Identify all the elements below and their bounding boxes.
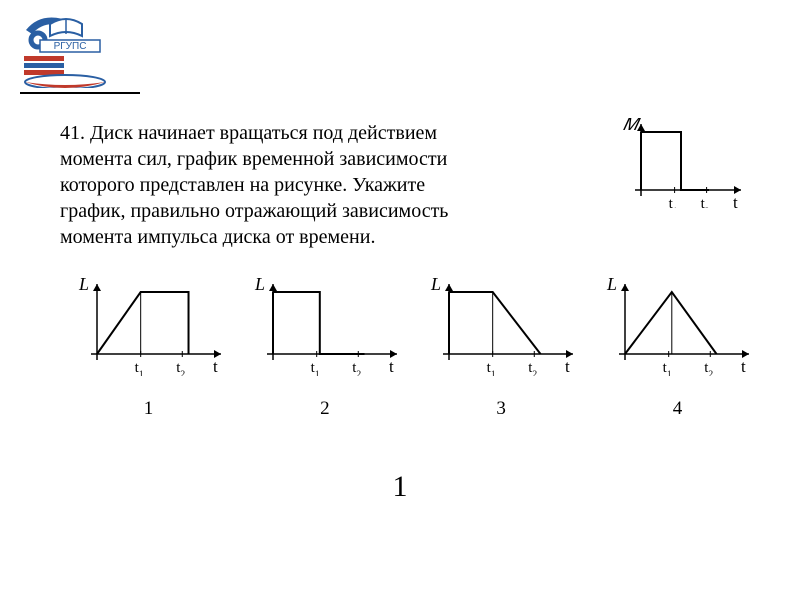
option-number: 1 (144, 398, 154, 420)
svg-text:t2: t2 (352, 360, 361, 376)
svg-text:t: t (565, 357, 570, 376)
svg-text:t1: t1 (311, 360, 320, 376)
option-3: Lt t1 t2 3 (419, 276, 584, 420)
question-line: график, правильно отражающий зависимость (60, 198, 570, 224)
moment-graph: 𝑀t t1 t2 (615, 118, 745, 208)
logo-underline (20, 92, 140, 94)
option-number: 2 (320, 398, 330, 420)
question-line: 41. Диск начинает вращаться под действие… (60, 120, 570, 146)
svg-text:t1: t1 (669, 196, 678, 208)
logo-text: РГУПС (54, 41, 87, 52)
option-number: 4 (673, 398, 683, 420)
svg-text:t: t (213, 357, 218, 376)
svg-text:t1: t1 (134, 360, 143, 376)
question-line: момента сил, график временной зависимост… (60, 146, 570, 172)
options-row: Lt t1 t2 1 Lt t1 t2 2 Lt t1 t2 3 Lt t1 t2 4 (66, 276, 760, 420)
svg-text:L: L (606, 276, 617, 294)
svg-text:t: t (389, 357, 394, 376)
svg-text:t1: t1 (487, 360, 496, 376)
option-1: Lt t1 t2 1 (66, 276, 231, 420)
svg-text:t2: t2 (176, 360, 185, 376)
svg-text:t2: t2 (705, 360, 714, 376)
svg-text:𝑀: 𝑀 (623, 118, 642, 134)
university-logo: РГУПС (20, 14, 110, 88)
svg-text:L: L (254, 276, 265, 294)
svg-text:t1: t1 (663, 360, 672, 376)
svg-text:L: L (78, 276, 89, 294)
answer: 1 (0, 470, 800, 504)
question-line: которого представлен на рисунке. Укажите (60, 172, 570, 198)
svg-text:t: t (741, 357, 746, 376)
svg-text:t: t (733, 193, 738, 208)
svg-text:t2: t2 (528, 360, 537, 376)
svg-text:L: L (430, 276, 441, 294)
option-4: Lt t1 t2 4 (595, 276, 760, 420)
svg-text:t2: t2 (701, 196, 710, 208)
option-number: 3 (496, 398, 506, 420)
option-2: Lt t1 t2 2 (242, 276, 407, 420)
question-text: 41. Диск начинает вращаться под действие… (60, 120, 570, 250)
question-line: момента импульса диска от времени. (60, 224, 570, 250)
